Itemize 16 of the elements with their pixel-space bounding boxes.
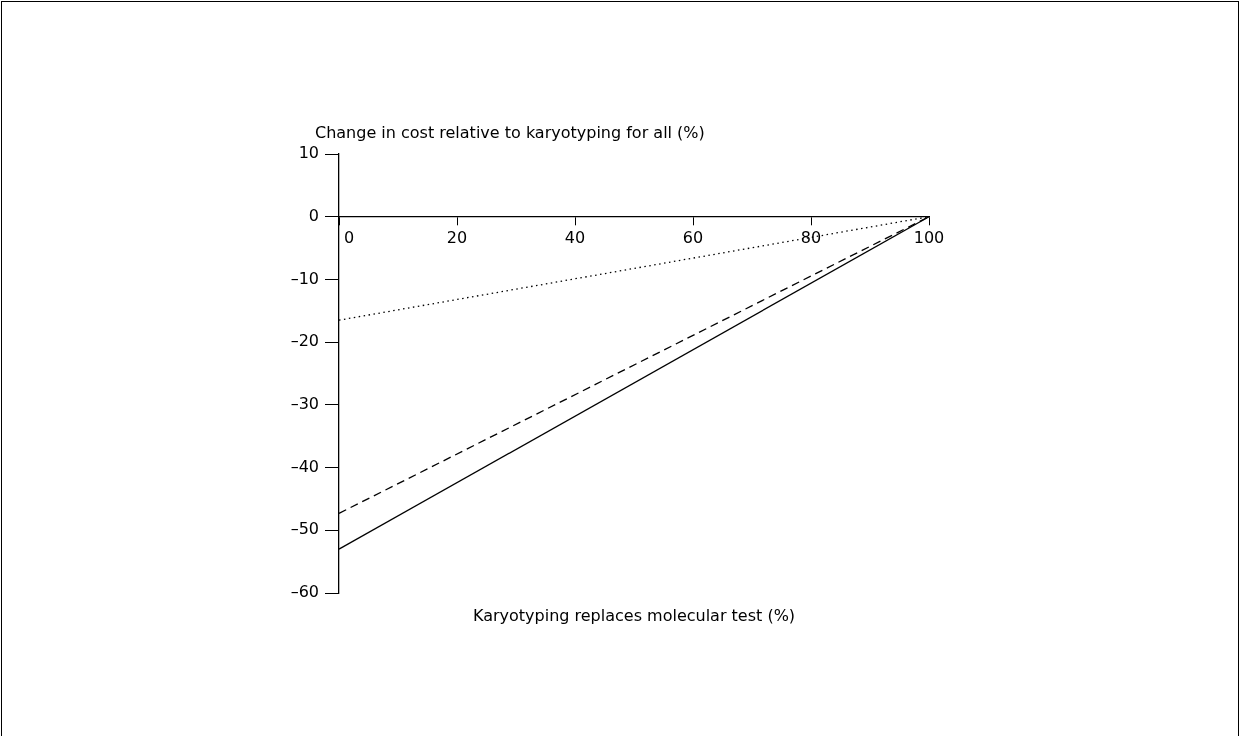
y-tick-label: –30 [290, 394, 319, 414]
y-tick-label: –60 [290, 582, 319, 602]
x-axis-title: Karyotyping replaces molecular test (%) [472, 606, 796, 626]
x-tick-label: 80 [800, 227, 822, 247]
y-tick-label: 0 [308, 205, 319, 225]
x-tick-label: 100 [913, 227, 945, 247]
y-tick-label: –50 [290, 519, 319, 539]
x-tick-label: 60 [682, 227, 704, 247]
y-tick-label: 10 [298, 143, 319, 163]
x-tick-label: 0 [344, 227, 355, 247]
y-axis-title: Change in cost relative to karyotyping for all (%) [315, 123, 705, 143]
x-tick-label: 20 [446, 227, 468, 247]
y-tick-label: –10 [290, 268, 319, 288]
y-tick-label: –40 [290, 456, 319, 476]
x-tick-label: 40 [564, 227, 586, 247]
y-tick-label: –20 [290, 331, 319, 351]
